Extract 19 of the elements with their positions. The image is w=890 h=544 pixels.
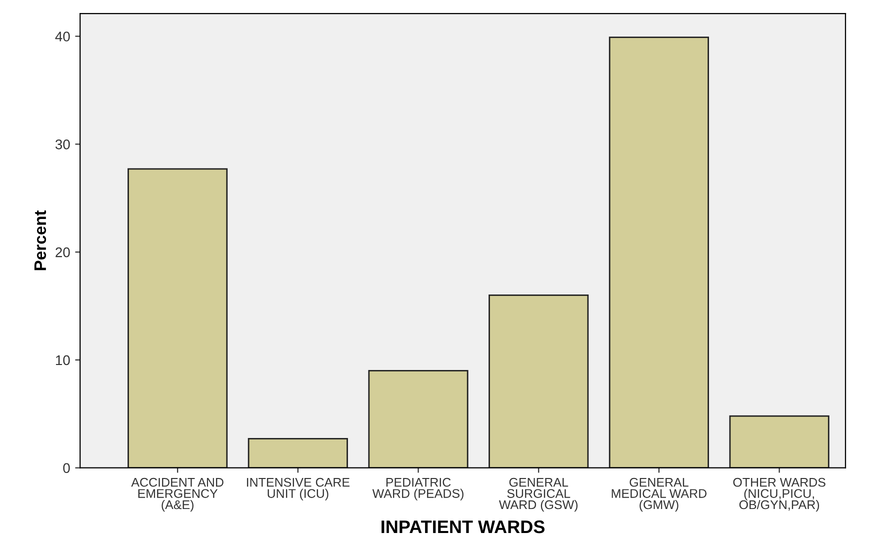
bar — [488, 294, 589, 468]
x-tick-label: GENERAL MEDICAL WARD (GMW) — [612, 478, 707, 512]
y-tick-label: 10 — [56, 355, 70, 366]
y-axis-title: Percent — [34, 210, 46, 270]
bar — [248, 438, 348, 468]
bar — [368, 370, 468, 468]
y-tick-label: 30 — [55, 139, 70, 150]
x-axis-title: INPATIENT WARDS — [382, 520, 545, 534]
bar — [729, 415, 830, 468]
y-tick-label: 0 — [63, 463, 70, 474]
x-tick-label: OTHER WARDS (NICU,PICU, OB/GYN,PAR) — [733, 478, 826, 512]
x-tick-label: ACCIDENT AND EMERGENCY (A&E) — [131, 478, 224, 512]
x-tick-label: INTENSIVE CARE UNIT (ICU) — [246, 478, 350, 500]
x-tick-label: PEDIATRIC WARD (PEADS) — [372, 478, 464, 500]
x-tick-label: GENERAL SURGICAL WARD (GSW) — [498, 478, 578, 512]
bar — [128, 168, 228, 468]
bar — [608, 36, 709, 468]
y-tick-label: 40 — [55, 32, 70, 42]
y-tick-label: 20 — [56, 247, 70, 258]
